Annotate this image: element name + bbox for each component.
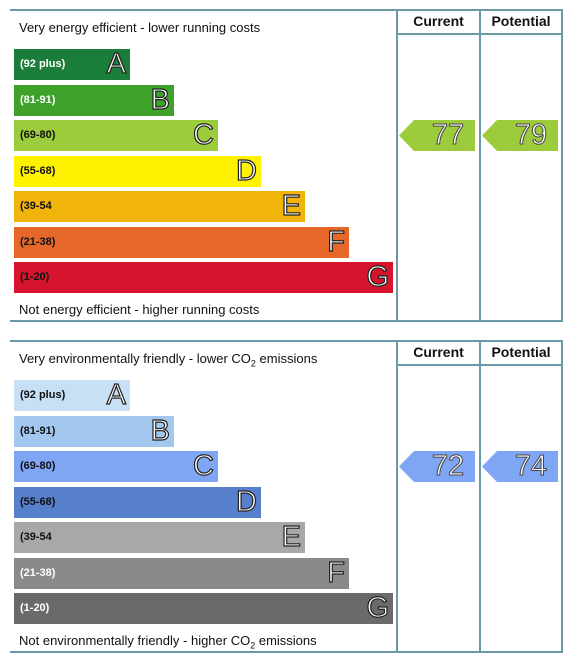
band-letter: G (366, 261, 390, 293)
subscript: 2 (250, 358, 256, 369)
band-c: (69-80) C (14, 450, 218, 482)
band-letter: A (106, 379, 127, 411)
energy-rating-panel: Current Potential Very energy efficient … (10, 9, 563, 322)
band-letter: C (192, 119, 214, 151)
current-column-header: Current (413, 13, 464, 29)
band-range-label: (1-20) (20, 271, 50, 283)
header-rule (396, 33, 563, 35)
top-caption-text: Very environmentally friendly - lower CO (19, 351, 251, 366)
band-a: (92 plus) A (14, 48, 130, 80)
rating-value: 79 (514, 119, 548, 151)
bottom-caption: Not energy efficient - higher running co… (19, 302, 260, 317)
bottom-caption-text: Not environmentally friendly - higher CO (19, 633, 251, 648)
band-range-label: (69-80) (20, 460, 56, 472)
top-caption: Very environmentally friendly - lower CO… (19, 351, 317, 369)
band-range-label: (1-20) (20, 602, 50, 614)
subscript: 2 (250, 640, 256, 651)
divider (396, 340, 398, 653)
band-range-label: (21-38) (20, 235, 56, 248)
divider (561, 340, 563, 653)
top-caption-suffix: emissions (255, 351, 318, 366)
band-f: (21-38) F (14, 556, 349, 589)
band-range-label: (81-91) (20, 93, 56, 106)
band-letter: D (235, 485, 257, 518)
band-b: (81-91) B (14, 414, 174, 447)
current-rating-arrow: 72 (399, 451, 475, 482)
band-range-label: (69-80) (20, 129, 56, 141)
band-e: (39-54 E (14, 521, 305, 553)
band-letter: G (366, 592, 390, 624)
band-range-label: (39-54 (20, 200, 52, 212)
band-letter: E (281, 521, 302, 553)
divider (561, 9, 563, 322)
band-range-label: (55-68) (20, 164, 56, 177)
current-column-header: Current (413, 344, 464, 360)
band-a: (92 plus) A (14, 379, 130, 411)
band-e: (39-54 E (14, 190, 305, 222)
band-range-label: (21-38) (20, 566, 56, 579)
rating-value: 72 (431, 450, 465, 482)
band-g: (1-20) G (14, 592, 393, 624)
divider (479, 9, 481, 322)
band-g: (1-20) G (14, 261, 393, 293)
divider (396, 9, 398, 322)
band-letter: A (106, 48, 127, 80)
band-range-label: (92 plus) (20, 58, 66, 70)
rating-value: 77 (431, 119, 465, 151)
band-range-label: (81-91) (20, 424, 56, 437)
band-d: (55-68) D (14, 154, 261, 187)
current-rating-arrow: 77 (399, 120, 475, 151)
band-letter: F (327, 556, 346, 589)
divider (479, 340, 481, 653)
band-letter: C (192, 450, 214, 482)
potential-column-header: Potential (491, 13, 551, 29)
rating-value: 74 (514, 450, 548, 482)
potential-column-header: Potential (491, 344, 551, 360)
potential-rating-arrow: 74 (482, 451, 558, 482)
band-letter: D (235, 154, 257, 187)
band-letter: F (327, 225, 346, 258)
bottom-caption: Not environmentally friendly - higher CO… (19, 633, 317, 651)
band-b: (81-91) B (14, 83, 174, 116)
band-letter: B (150, 83, 171, 116)
environment-frame (10, 340, 563, 653)
band-d: (55-68) D (14, 485, 261, 518)
energy-frame (10, 9, 563, 322)
band-f: (21-38) F (14, 225, 349, 258)
band-range-label: (39-54 (20, 531, 52, 543)
bottom-caption-suffix: emissions (255, 633, 317, 648)
band-range-label: (55-68) (20, 495, 56, 508)
band-letter: B (150, 414, 171, 447)
band-range-label: (92 plus) (20, 389, 66, 401)
environmental-rating-panel: Current Potential Very environmentally f… (10, 340, 563, 653)
band-letter: E (281, 190, 302, 222)
top-caption: Very energy efficient - lower running co… (19, 20, 261, 35)
potential-rating-arrow: 79 (482, 120, 558, 151)
header-rule (396, 364, 563, 366)
band-c: (69-80) C (14, 119, 218, 151)
